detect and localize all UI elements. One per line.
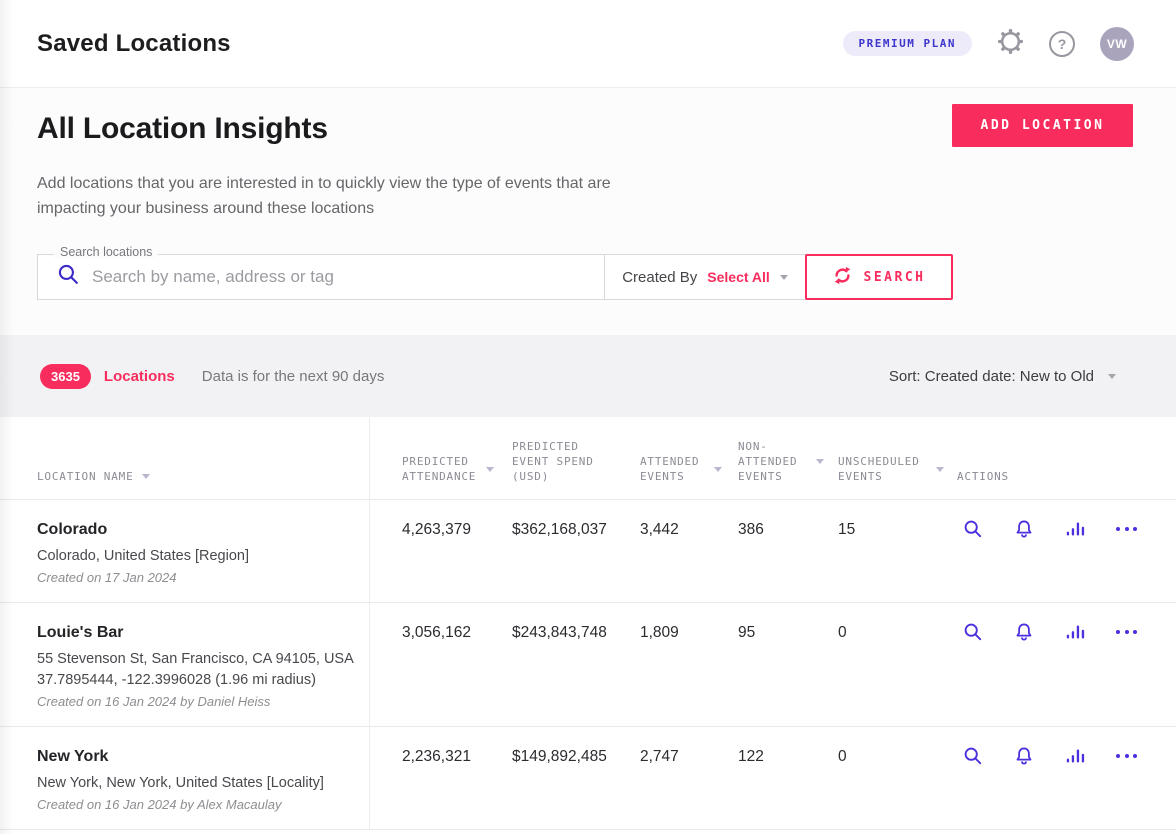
predicted-event-spend-value: $149,892,485 xyxy=(512,727,640,830)
location-created: Created on 16 Jan 2024 by Alex Macaulay xyxy=(37,797,282,812)
avatar[interactable]: VW xyxy=(1100,26,1134,61)
table-row-location[interactable]: Colorado Colorado, United States [Region… xyxy=(0,500,370,603)
more-options-icon[interactable] xyxy=(1116,622,1137,634)
predicted-attendance-value: 3,056,162 xyxy=(370,603,512,727)
help-icon: ? xyxy=(1049,30,1075,57)
location-created: Created on 16 Jan 2024 by Daniel Heiss xyxy=(37,694,271,709)
view-location-search-icon[interactable] xyxy=(963,746,983,766)
help-button[interactable]: ? xyxy=(1048,30,1076,58)
chevron-down-icon xyxy=(779,274,788,280)
predicted-event-spend-value: $243,843,748 xyxy=(512,603,640,727)
row-actions xyxy=(957,603,1176,727)
non-attended-events-value: 122 xyxy=(738,727,838,830)
attended-events-value: 3,442 xyxy=(640,500,738,603)
location-name: Louie's Bar xyxy=(37,624,124,641)
sort-icon xyxy=(936,466,944,472)
search-icon xyxy=(57,263,80,291)
analytics-chart-icon[interactable] xyxy=(1065,746,1085,766)
locations-table: LOCATION NAME PREDICTED ATTENDANCE PREDI… xyxy=(0,417,1176,830)
search-input[interactable] xyxy=(92,267,604,287)
more-options-icon[interactable] xyxy=(1116,746,1137,758)
location-created: Created on 17 Jan 2024 xyxy=(37,570,177,585)
row-actions xyxy=(957,727,1176,830)
non-attended-events-value: 386 xyxy=(738,500,838,603)
location-name: New York xyxy=(37,748,109,765)
premium-plan-badge: PREMIUM PLAN xyxy=(842,31,972,56)
search-button[interactable]: SEARCH xyxy=(805,254,953,300)
search-input-box xyxy=(38,255,604,299)
search-field-label: Search locations xyxy=(54,245,159,259)
page-body: All Location Insights ADD LOCATION Add l… xyxy=(0,88,1176,335)
location-name: Colorado xyxy=(37,521,108,538)
unscheduled-events-value: 0 xyxy=(838,727,957,830)
notification-bell-icon[interactable] xyxy=(1014,746,1034,766)
page-description: Add locations that you are interested in… xyxy=(37,175,611,217)
settings-button[interactable] xyxy=(996,28,1024,60)
view-location-search-icon[interactable] xyxy=(963,622,983,642)
data-range-note: Data is for the next 90 days xyxy=(201,367,385,385)
view-location-search-icon[interactable] xyxy=(963,519,983,539)
notification-bell-icon[interactable] xyxy=(1014,519,1034,539)
sort-icon xyxy=(141,474,150,479)
gear-icon xyxy=(997,28,1024,60)
created-by-label: Created By xyxy=(622,268,698,286)
add-location-button[interactable]: ADD LOCATION xyxy=(952,104,1133,147)
more-options-icon[interactable] xyxy=(1116,519,1137,531)
table-row-location[interactable]: New York New York, New York, United Stat… xyxy=(0,727,370,830)
column-header-location-name[interactable]: LOCATION NAME xyxy=(0,417,370,500)
top-bar: Saved Locations PREMIUM PLAN xyxy=(0,0,1176,88)
row-actions xyxy=(957,500,1176,603)
page-title: All Location Insights xyxy=(37,112,328,145)
analytics-chart-icon[interactable] xyxy=(1065,622,1085,642)
non-attended-events-value: 95 xyxy=(738,603,838,727)
predicted-event-spend-value: $362,168,037 xyxy=(512,500,640,603)
sort-icon xyxy=(486,466,494,472)
created-by-value: Select All xyxy=(707,269,770,285)
sort-icon xyxy=(714,466,722,472)
column-header-actions: ACTIONS xyxy=(957,417,1176,500)
created-by-dropdown[interactable]: Created By Select All xyxy=(604,255,805,299)
predicted-attendance-value: 2,236,321 xyxy=(370,727,512,830)
sort-dropdown[interactable]: Sort: Created date: New to Old xyxy=(889,368,1116,385)
location-coordinates: 37.7895444, -122.3996028 (1.96 mi radius… xyxy=(37,672,316,688)
column-header-unscheduled-events[interactable]: UNSCHEDULED EVENTS xyxy=(838,417,957,500)
sort-icon xyxy=(816,459,824,464)
app-title: Saved Locations xyxy=(37,29,231,57)
location-count-badge: 3635 xyxy=(40,363,91,389)
column-header-predicted-attendance[interactable]: PREDICTED ATTENDANCE xyxy=(370,417,512,500)
table-row-location[interactable]: Louie's Bar 55 Stevenson St, San Francis… xyxy=(0,603,370,727)
location-count-label: Locations xyxy=(103,367,175,385)
column-header-predicted-event-spend: PREDICTED EVENT SPEND (USD) xyxy=(512,417,640,500)
column-header-non-attended-events[interactable]: NON-ATTENDED EVENTS xyxy=(738,417,838,500)
unscheduled-events-value: 0 xyxy=(838,603,957,727)
location-detail: New York, New York, United States [Local… xyxy=(37,775,324,791)
attended-events-value: 1,809 xyxy=(640,603,738,727)
refresh-icon xyxy=(833,266,852,289)
search-button-label: SEARCH xyxy=(863,269,926,285)
sort-label: Sort: Created date: New to Old xyxy=(888,367,1094,385)
predicted-attendance-value: 4,263,379 xyxy=(370,500,512,603)
unscheduled-events-value: 15 xyxy=(838,500,957,603)
column-header-attended-events[interactable]: ATTENDED EVENTS xyxy=(640,417,738,500)
location-detail: 55 Stevenson St, San Francisco, CA 94105… xyxy=(37,651,354,667)
analytics-chart-icon[interactable] xyxy=(1065,519,1085,539)
results-bar: 3635 Locations Data is for the next 90 d… xyxy=(0,335,1176,417)
notification-bell-icon[interactable] xyxy=(1014,622,1034,642)
chevron-down-icon xyxy=(1108,373,1116,379)
location-detail: Colorado, United States [Region] xyxy=(37,548,249,564)
attended-events-value: 2,747 xyxy=(640,727,738,830)
